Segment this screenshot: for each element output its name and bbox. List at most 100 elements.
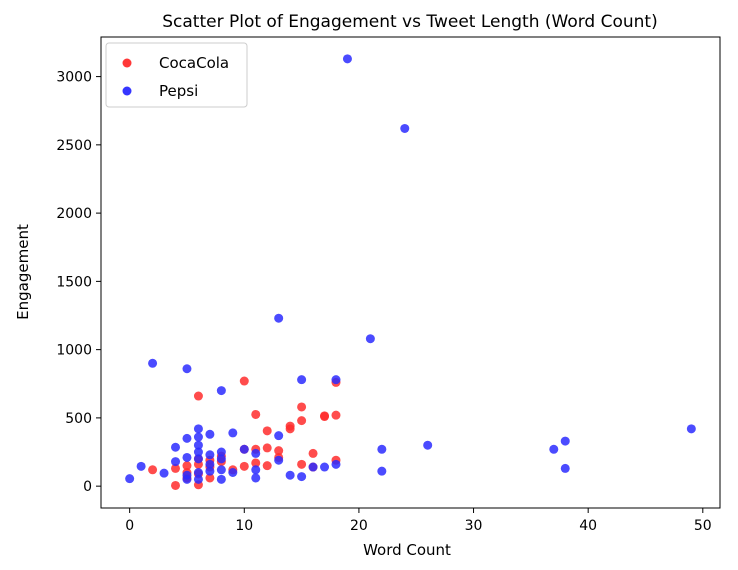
data-point-pepsi xyxy=(560,436,570,446)
data-point-pepsi xyxy=(205,459,215,469)
x-tick-label: 40 xyxy=(579,518,597,534)
data-point-pepsi xyxy=(377,466,387,476)
y-tick-label: 500 xyxy=(65,411,92,427)
plot-area xyxy=(100,36,721,509)
y-tick-label: 1000 xyxy=(56,343,92,359)
x-axis: 0 10 20 30 40 50 xyxy=(125,508,712,534)
data-point-pepsi xyxy=(320,462,330,472)
x-axis-label: Word Count xyxy=(363,541,451,559)
legend-marker-cocacola xyxy=(122,58,132,68)
data-point-pepsi xyxy=(331,375,341,385)
data-point-pepsi xyxy=(182,364,192,374)
data-point-pepsi xyxy=(274,455,284,465)
data-point-pepsi xyxy=(193,468,203,478)
data-point-pepsi xyxy=(297,375,307,385)
data-point-pepsi xyxy=(205,429,215,439)
data-point-pepsi xyxy=(274,313,284,323)
data-point-pepsi xyxy=(159,468,169,478)
data-point-pepsi xyxy=(182,433,192,443)
data-point-cocacola xyxy=(274,446,284,456)
data-point-pepsi xyxy=(171,442,181,452)
y-tick-label: 2500 xyxy=(56,138,92,154)
data-point-pepsi xyxy=(365,334,375,344)
y-tick-label: 3000 xyxy=(56,70,92,86)
data-point-cocacola xyxy=(297,459,307,469)
data-point-pepsi xyxy=(216,386,226,396)
data-point-pepsi xyxy=(251,473,261,483)
data-point-cocacola xyxy=(251,458,261,468)
data-point-pepsi xyxy=(331,459,341,469)
data-point-pepsi xyxy=(182,452,192,462)
data-point-cocacola xyxy=(331,410,341,420)
x-tick-label: 20 xyxy=(350,518,368,534)
data-point-cocacola xyxy=(297,402,307,412)
legend: CocaCola Pepsi xyxy=(105,42,248,108)
data-point-pepsi xyxy=(193,447,203,457)
data-point-pepsi xyxy=(193,440,203,450)
data-point-cocacola xyxy=(285,424,295,434)
data-point-cocacola xyxy=(297,416,307,426)
data-point-pepsi xyxy=(136,461,146,471)
data-point-pepsi xyxy=(171,457,181,467)
data-point-cocacola xyxy=(320,411,330,421)
data-point-cocacola xyxy=(171,463,181,473)
chart-title: Scatter Plot of Engagement vs Tweet Leng… xyxy=(162,12,657,32)
legend-marker-pepsi xyxy=(122,86,132,96)
data-point-pepsi xyxy=(193,424,203,434)
y-axis: 0 500 1000 1500 2000 2500 3000 xyxy=(56,70,101,495)
x-tick-label: 50 xyxy=(694,518,712,534)
legend-label-pepsi: Pepsi xyxy=(159,82,198,100)
data-point-pepsi xyxy=(125,474,135,484)
data-point-pepsi xyxy=(251,448,261,458)
data-point-pepsi xyxy=(216,454,226,464)
data-point-pepsi xyxy=(216,474,226,484)
data-point-pepsi xyxy=(297,472,307,482)
data-point-pepsi xyxy=(285,470,295,480)
data-point-cocacola xyxy=(182,461,192,471)
data-point-pepsi xyxy=(560,463,570,473)
data-point-pepsi xyxy=(308,462,318,472)
data-point-cocacola xyxy=(262,426,272,436)
data-point-cocacola xyxy=(205,473,215,483)
data-point-pepsi xyxy=(193,474,203,484)
data-point-cocacola xyxy=(239,376,249,386)
data-point-pepsi xyxy=(228,428,238,438)
data-point-cocacola xyxy=(193,391,203,401)
x-tick-label: 10 xyxy=(235,518,253,534)
data-point-pepsi xyxy=(205,466,215,476)
data-point-cocacola xyxy=(171,480,181,490)
data-point-pepsi xyxy=(686,424,696,434)
y-tick-label: 0 xyxy=(83,479,92,495)
data-point-cocacola xyxy=(262,461,272,471)
legend-label-cocacola: CocaCola xyxy=(159,54,229,72)
data-point-cocacola xyxy=(239,461,249,471)
data-point-pepsi xyxy=(274,431,284,441)
data-point-pepsi xyxy=(251,465,261,475)
y-tick-label: 1500 xyxy=(56,274,92,290)
data-point-pepsi xyxy=(239,444,249,454)
data-point-pepsi xyxy=(423,440,433,450)
data-point-pepsi xyxy=(400,123,410,133)
data-point-cocacola xyxy=(308,448,318,458)
y-axis-label: Engagement xyxy=(14,224,32,320)
data-point-pepsi xyxy=(193,454,203,464)
data-point-cocacola xyxy=(148,465,158,475)
data-point-pepsi xyxy=(549,444,559,454)
y-tick-label: 2000 xyxy=(56,206,92,222)
data-point-pepsi xyxy=(148,358,158,368)
data-point-pepsi xyxy=(193,432,203,442)
x-tick-label: 0 xyxy=(125,518,134,534)
data-point-pepsi xyxy=(228,468,238,478)
data-point-pepsi xyxy=(342,54,352,64)
data-point-pepsi xyxy=(216,465,226,475)
data-point-pepsi xyxy=(377,444,387,454)
points-layer xyxy=(125,54,696,490)
legend-box xyxy=(105,42,248,108)
data-point-pepsi xyxy=(182,474,192,484)
data-point-pepsi xyxy=(216,447,226,457)
data-point-pepsi xyxy=(205,450,215,460)
data-point-cocacola xyxy=(251,409,261,419)
data-point-cocacola xyxy=(262,443,272,453)
x-tick-label: 30 xyxy=(465,518,483,534)
